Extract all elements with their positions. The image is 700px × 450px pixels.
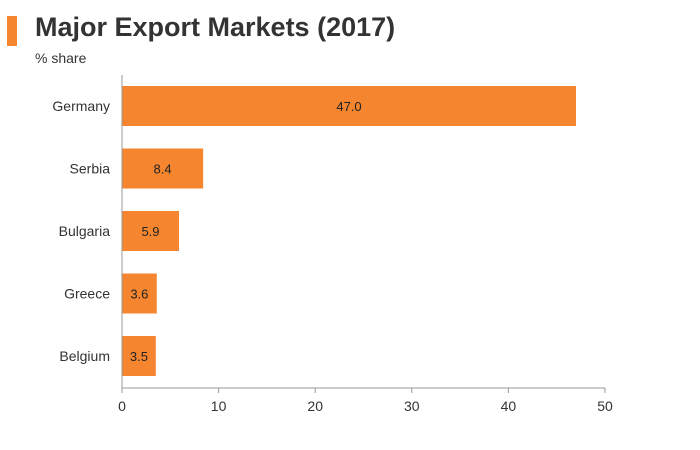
data-label-serbia: 8.4: [154, 162, 172, 177]
category-label-bulgaria: Bulgaria: [59, 223, 111, 239]
category-label-germany: Germany: [52, 98, 110, 114]
chart-subtitle: % share: [35, 50, 87, 66]
x-tick-label-20: 20: [307, 398, 323, 414]
data-label-greece: 3.6: [130, 287, 148, 302]
x-tick-label-10: 10: [211, 398, 227, 414]
category-label-serbia: Serbia: [70, 161, 111, 177]
data-label-belgium: 3.5: [130, 349, 148, 364]
x-tick-label-0: 0: [118, 398, 126, 414]
bar-serbia: [122, 148, 204, 189]
x-tick-label-50: 50: [597, 398, 613, 414]
bar-germany: [122, 86, 577, 126]
bar-greece: [122, 273, 157, 314]
category-label-greece: Greece: [64, 286, 110, 302]
category-label-belgium: Belgium: [59, 348, 110, 364]
chart-title: Major Export Markets (2017): [35, 12, 396, 42]
bar-belgium: [122, 336, 156, 376]
x-tick-label-30: 30: [404, 398, 420, 414]
data-label-bulgaria: 5.9: [141, 224, 159, 239]
data-label-germany: 47.0: [336, 99, 361, 114]
x-tick-label-40: 40: [501, 398, 517, 414]
bar-bulgaria: [122, 211, 179, 251]
title-accent-bar: [7, 16, 17, 46]
